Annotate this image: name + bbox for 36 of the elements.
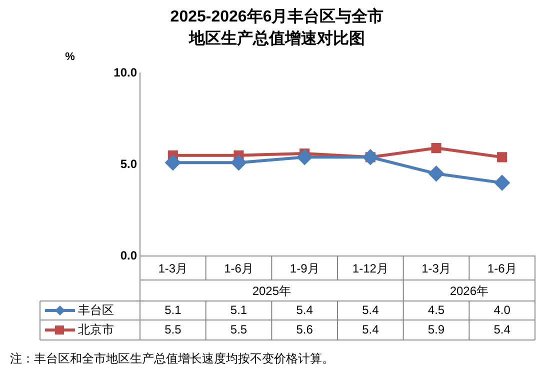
text: 2026年 bbox=[450, 284, 489, 298]
point bbox=[297, 150, 312, 165]
x-tick-label: 1-6月 bbox=[224, 262, 254, 276]
data-label: 5.1 bbox=[164, 302, 182, 317]
point bbox=[494, 175, 510, 190]
text: 注：丰台区和全市地区生产总值增长速度均按不变价格计算。 bbox=[10, 351, 334, 366]
legend-label: 丰台区 bbox=[78, 302, 114, 317]
data-label: 5.4 bbox=[494, 322, 511, 336]
y-tick-label: 5.0 bbox=[120, 156, 138, 171]
x-tick-label: 1-3月 bbox=[158, 262, 188, 276]
legend-label: 北京市 bbox=[78, 322, 114, 336]
point bbox=[231, 155, 246, 170]
data-label: 5.5 bbox=[164, 322, 182, 336]
data-label: 5.5 bbox=[230, 322, 248, 336]
data-label: 4.0 bbox=[494, 302, 511, 317]
data-label: 5.4 bbox=[296, 302, 314, 317]
x-tick-label: 1-3月 bbox=[422, 262, 451, 276]
x-tick-label: 1-12月 bbox=[352, 262, 388, 276]
y-axis-title: % bbox=[65, 51, 76, 64]
data-label: 5.4 bbox=[362, 322, 380, 336]
y-tick-label: 0.0 bbox=[120, 248, 138, 262]
point bbox=[428, 166, 444, 182]
data-label: 5.9 bbox=[428, 322, 445, 336]
point bbox=[497, 152, 508, 162]
point bbox=[431, 142, 442, 154]
point bbox=[165, 155, 180, 170]
text: 2025年 bbox=[252, 284, 292, 298]
data-label: 5.6 bbox=[296, 322, 314, 336]
x-tick-label: 1-9月 bbox=[290, 262, 320, 276]
chart-title: 2025-2026年6月丰台区与全市地区生产总值增速对比图 bbox=[170, 7, 384, 48]
y-tick-label: 10.0 bbox=[114, 65, 138, 80]
x-tick-label: 1-6月 bbox=[487, 262, 517, 276]
data-label: 5.1 bbox=[230, 302, 248, 317]
data-label: 4.5 bbox=[428, 302, 445, 317]
point bbox=[362, 150, 378, 165]
data-label: 5.4 bbox=[362, 302, 380, 317]
